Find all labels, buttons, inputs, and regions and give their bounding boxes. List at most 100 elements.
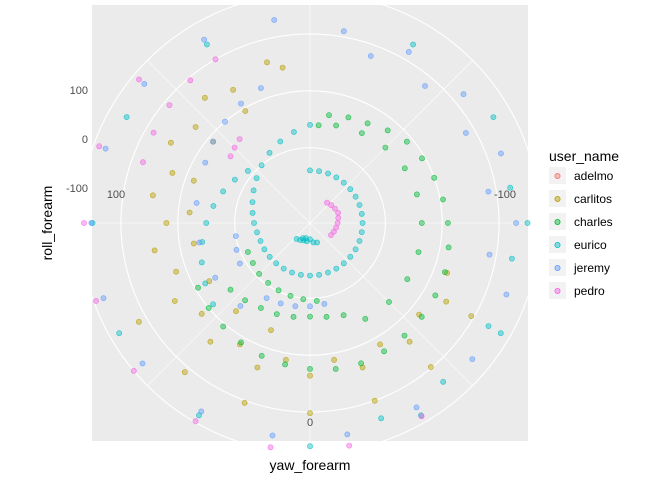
- legend-key-background: [549, 167, 566, 184]
- legend-key-background: [549, 190, 566, 207]
- data-point-carlitos: [167, 139, 174, 146]
- legend-key-pedro: [554, 287, 561, 294]
- data-point-charles: [418, 313, 425, 320]
- data-point-jeremy: [100, 295, 107, 302]
- data-point-jeremy: [485, 188, 492, 195]
- legend-label-eurico: eurico: [574, 238, 607, 252]
- data-point-pedro: [140, 159, 146, 166]
- data-point-charles: [403, 138, 410, 145]
- data-point-jeremy: [236, 260, 243, 267]
- data-point-eurico: [333, 174, 340, 181]
- data-point-pedro: [130, 367, 137, 374]
- data-point-eurico: [333, 265, 340, 272]
- data-point-eurico: [258, 162, 265, 169]
- data-point-eurico: [490, 114, 497, 120]
- data-point-jeremy: [232, 233, 239, 239]
- data-point-charles: [273, 311, 280, 317]
- data-point-eurico: [358, 210, 365, 217]
- grid-spoke: [309, 222, 473, 386]
- data-point-jeremy: [498, 150, 504, 157]
- data-point-eurico: [302, 235, 309, 242]
- data-point-jeremy: [102, 145, 109, 152]
- data-point-charles: [381, 348, 387, 355]
- data-point-carlitos: [427, 364, 434, 370]
- data-point-charles: [256, 270, 262, 277]
- data-point-eurico: [307, 167, 313, 174]
- theta-tick-label-2: 0: [307, 417, 313, 429]
- data-point-carlitos: [279, 64, 286, 71]
- data-point-carlitos: [201, 94, 208, 101]
- data-point-eurico: [325, 269, 331, 276]
- data-point-jeremy: [201, 36, 207, 43]
- data-point-eurico: [356, 238, 363, 244]
- data-point-charles: [307, 365, 313, 372]
- data-point-jeremy: [269, 432, 276, 439]
- data-point-charles: [300, 296, 307, 303]
- data-point-eurico: [250, 187, 257, 194]
- data-point-charles: [404, 276, 411, 283]
- data-point-charles: [413, 191, 420, 198]
- data-point-eurico: [340, 179, 347, 186]
- data-point-eurico: [249, 199, 256, 205]
- data-point-jeremy: [222, 118, 228, 125]
- data-point-jeremy: [462, 130, 469, 136]
- data-point-charles: [445, 244, 452, 251]
- data-point-charles: [401, 332, 408, 339]
- data-point-carlitos: [241, 399, 248, 406]
- data-point-eurico: [297, 271, 304, 278]
- polar-grid: [79, 0, 541, 454]
- data-point-eurico: [198, 259, 205, 266]
- data-point-charles: [431, 174, 438, 181]
- data-point-eurico: [356, 202, 363, 208]
- data-point-eurico: [220, 188, 226, 195]
- legend-label-carlitos: carlitos: [574, 192, 612, 206]
- data-point-jeremy: [460, 91, 467, 98]
- data-point-pedro: [334, 220, 341, 226]
- legend-title: user_name: [549, 148, 619, 164]
- legend-key-carlitos: [554, 195, 561, 202]
- data-point-jeremy: [237, 303, 244, 309]
- data-point-jeremy: [503, 291, 510, 298]
- data-point-eurico: [314, 239, 320, 246]
- data-point-eurico: [203, 220, 210, 226]
- data-point-eurico: [257, 238, 264, 244]
- data-point-charles: [227, 286, 234, 293]
- data-point-carlitos: [254, 364, 261, 371]
- data-point-eurico: [307, 443, 313, 450]
- data-point-jeremy: [210, 138, 216, 145]
- data-point-eurico: [266, 149, 273, 156]
- data-point-eurico: [293, 235, 300, 242]
- data-point-jeremy: [413, 404, 420, 411]
- data-point-carlitos: [264, 59, 270, 66]
- data-point-eurico: [524, 220, 531, 226]
- data-point-charles: [415, 249, 422, 255]
- data-point-charles: [244, 249, 251, 255]
- data-point-jeremy: [141, 81, 148, 87]
- data-point-jeremy: [486, 251, 493, 258]
- data-point-charles: [313, 297, 320, 304]
- data-point-pedro: [328, 202, 335, 209]
- data-point-charles: [432, 292, 439, 299]
- data-point-eurico: [273, 260, 280, 267]
- data-point-eurico: [253, 175, 260, 182]
- data-point-pedro: [96, 143, 103, 150]
- data-point-pedro: [187, 77, 194, 84]
- legend-label-charles: charles: [574, 215, 613, 229]
- data-point-jeremy: [257, 85, 264, 91]
- data-point-pedro: [192, 418, 199, 425]
- data-point-charles: [249, 260, 256, 266]
- data-point-eurico: [378, 415, 384, 422]
- data-point-carlitos: [198, 310, 205, 317]
- data-point-charles: [287, 292, 294, 299]
- data-point-eurico: [307, 122, 313, 128]
- data-point-eurico: [359, 220, 366, 226]
- data-point-eurico: [299, 235, 306, 242]
- data-point-pedro: [335, 215, 342, 221]
- x-axis-title: yaw_forearm: [270, 457, 351, 473]
- data-point-charles: [323, 313, 330, 320]
- data-point-carlitos: [186, 209, 193, 216]
- data-point-charles: [333, 122, 339, 129]
- data-point-charles: [290, 313, 297, 320]
- data-point-carlitos: [207, 338, 214, 345]
- data-point-pedro: [324, 199, 330, 206]
